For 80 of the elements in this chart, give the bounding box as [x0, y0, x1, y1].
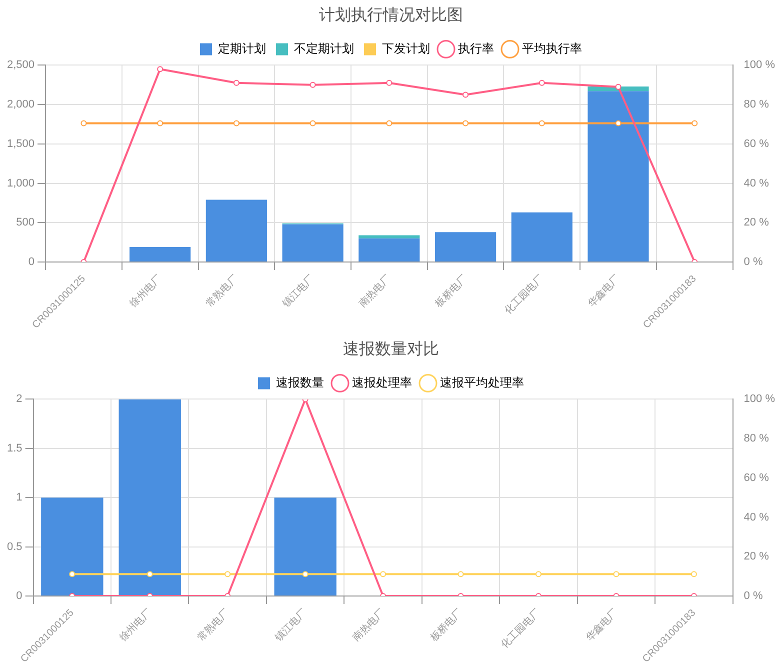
y-tick-label: 1.5 — [6, 442, 22, 454]
point — [157, 120, 164, 126]
y2-tick-label: 80 % — [744, 432, 770, 445]
bar — [434, 232, 496, 262]
legend-label: 速报数量 — [276, 376, 324, 390]
point — [458, 571, 464, 578]
legend-label: 执行率 — [458, 42, 494, 56]
y-tick-label: 0.5 — [6, 540, 22, 553]
y2-tick-label: 40 % — [744, 177, 770, 190]
y2-tick-label: 60 % — [744, 138, 770, 150]
y-tick-label: 0 — [16, 590, 22, 602]
point — [380, 571, 386, 578]
bar — [282, 224, 344, 262]
chart-title: 计划执行情况对比图 — [319, 6, 463, 24]
point — [690, 571, 697, 578]
legend-label: 速报处理率 — [352, 376, 412, 390]
x-tick-label: 板桥电厂 — [427, 606, 465, 644]
x-tick-label: 南热电厂 — [350, 606, 388, 644]
x-tick-label: 南热电厂 — [356, 272, 394, 310]
y-tick-label: 1 — [16, 492, 22, 504]
x-tick-label: 板桥电厂 — [432, 272, 470, 310]
y-tick-label: 2 — [16, 393, 22, 406]
bar — [206, 200, 267, 262]
y-tick-label: 1,500 — [6, 138, 35, 150]
bar — [130, 247, 191, 262]
point — [80, 120, 87, 126]
y2-tick-label: 0 % — [744, 590, 763, 602]
x-tick-label: 常熟电厂 — [204, 272, 241, 310]
point — [613, 571, 620, 578]
bar — [358, 238, 420, 262]
x-tick-label: 镇江电厂 — [272, 606, 310, 644]
bar — [511, 212, 572, 262]
x-tick-label: 化工园电厂 — [502, 272, 546, 317]
y2-tick-label: 20 % — [744, 216, 770, 229]
point — [538, 120, 545, 126]
x-tick-label: 镇江电厂 — [279, 272, 317, 310]
y2-tick-label: 0 % — [744, 256, 763, 268]
legend-label: 不定期计划 — [294, 42, 354, 56]
point — [146, 571, 153, 578]
y-tick-label: 500 — [16, 216, 35, 229]
legend-label: 下发计划 — [382, 42, 430, 56]
point — [69, 571, 76, 578]
point — [157, 66, 164, 72]
y2-tick-label: 100 % — [744, 393, 776, 406]
x-tick-label: 徐州电厂 — [117, 606, 154, 644]
point — [224, 571, 231, 578]
bar — [358, 235, 420, 238]
legend-label: 速报平均处理率 — [440, 376, 524, 390]
point — [538, 80, 545, 86]
point — [615, 84, 622, 90]
y-tick-label: 2,000 — [6, 98, 35, 111]
point — [386, 120, 392, 126]
chart-title: 速报数量对比 — [343, 340, 439, 358]
bar — [588, 91, 649, 262]
x-tick-label: 常熟电厂 — [194, 606, 232, 644]
y-tick-label: 2,500 — [6, 59, 35, 72]
point — [462, 92, 469, 98]
point — [310, 82, 316, 88]
y-tick-label: 1,000 — [6, 177, 35, 190]
point — [536, 571, 542, 578]
point — [233, 80, 240, 86]
x-tick-label: 华鑫电厂 — [584, 606, 620, 644]
y2-tick-label: 60 % — [744, 472, 770, 484]
legend-label: 平均执行率 — [522, 42, 582, 56]
y2-tick-label: 100 % — [744, 59, 776, 72]
point — [302, 571, 308, 578]
x-tick-label: 徐州电厂 — [127, 272, 164, 310]
point — [692, 120, 698, 126]
point — [233, 120, 240, 126]
legend-label: 定期计划 — [218, 42, 266, 56]
y2-tick-label: 80 % — [744, 98, 770, 111]
x-tick-label: 华鑫电厂 — [586, 272, 622, 310]
y-tick-label: 0 — [28, 256, 35, 268]
point — [310, 120, 316, 126]
point — [386, 80, 392, 86]
x-tick-label: 化工园电厂 — [498, 606, 543, 651]
y2-tick-label: 20 % — [744, 550, 770, 563]
point — [615, 120, 622, 126]
point — [462, 120, 469, 126]
y2-tick-label: 40 % — [744, 511, 770, 524]
